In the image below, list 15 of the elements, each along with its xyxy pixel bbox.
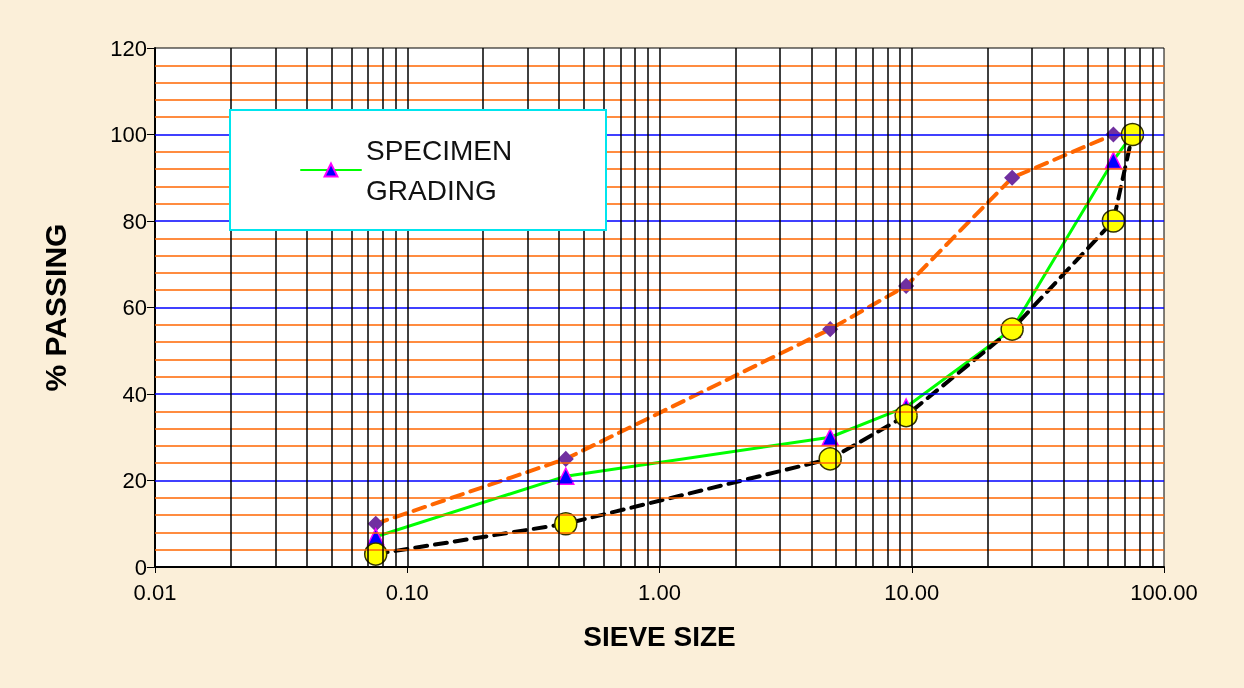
- y-tick-label: 40: [122, 381, 147, 407]
- y-tick-label: 100: [110, 122, 147, 147]
- y-tick-label: 60: [122, 295, 147, 320]
- y-tick-label: 120: [110, 35, 147, 61]
- y-tick-label: 20: [122, 468, 147, 493]
- y-tick-label: 0: [134, 554, 147, 580]
- x-tick-label: 10.00: [884, 579, 940, 605]
- x-tick-label: 1.00: [638, 579, 681, 605]
- x-tick-label: 100.00: [1130, 579, 1198, 605]
- y-axis-title: % PASSING: [38, 223, 72, 392]
- x-tick-label: 0.01: [133, 579, 177, 605]
- y-tick-label: 80: [122, 208, 147, 234]
- legend-label: SPECIMEN GRADING: [366, 134, 521, 206]
- x-tick-label: 0.10: [385, 579, 429, 605]
- x-axis-title: SIEVE SIZE: [583, 620, 736, 652]
